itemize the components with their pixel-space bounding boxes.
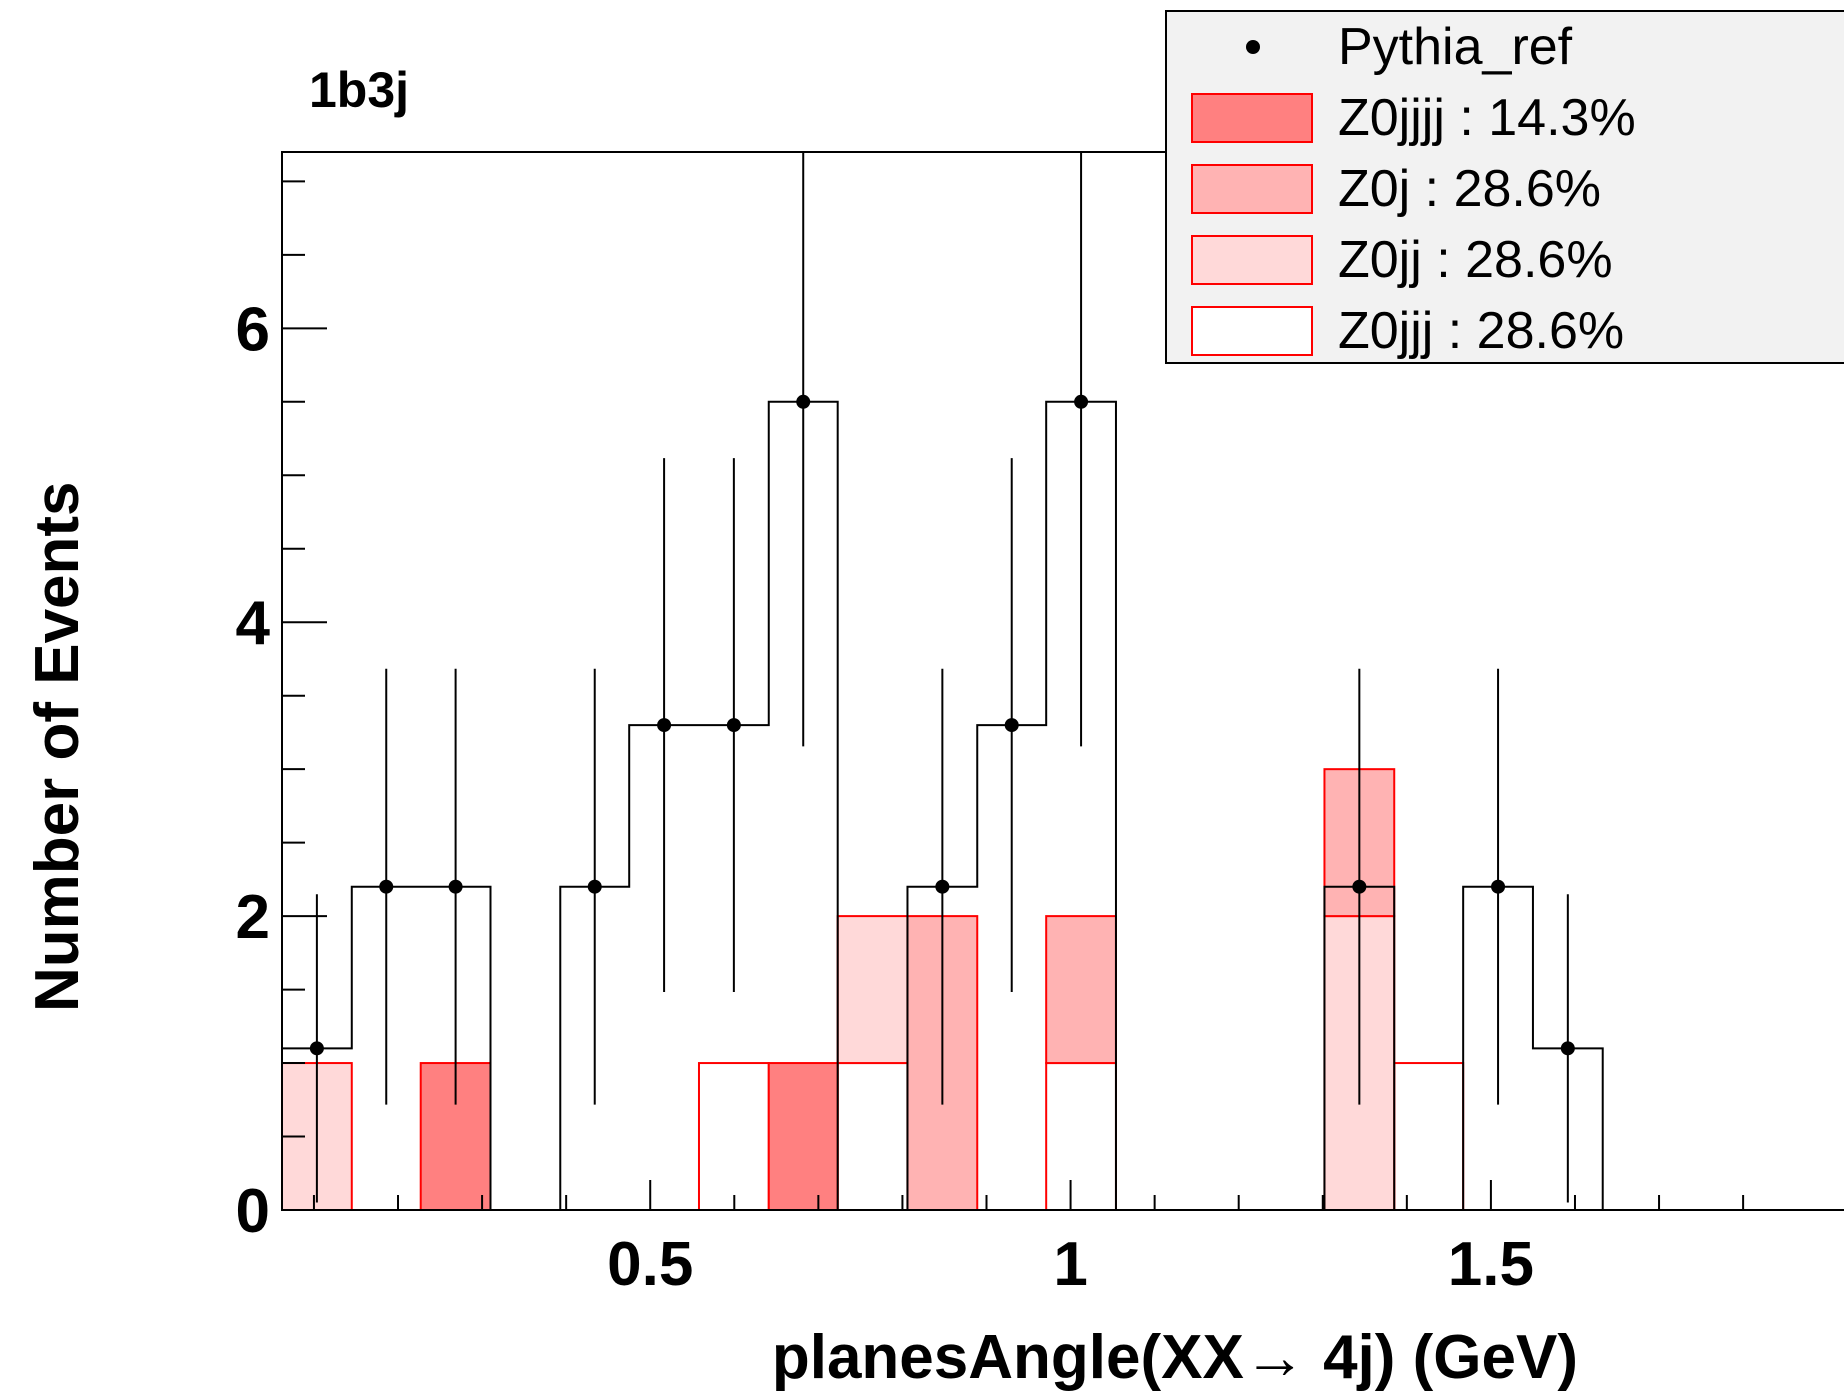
data-point-7 [796,394,811,409]
data-point-17 [1491,879,1506,894]
data-point-2 [448,879,463,894]
plot-frame [281,151,1844,1211]
bar-z0jj-8 [836,915,909,1065]
y-tick-label: 2 [236,883,270,952]
x-tick-label: 1.5 [1448,1230,1534,1299]
legend-swatch-z0j [1191,164,1313,214]
legend-label: Z0jjj : 28.6% [1338,302,1624,360]
legend-swatch-z0jjj [1191,306,1313,356]
y-tick-label: 4 [236,589,271,658]
x-tick-label: 0.5 [607,1230,693,1299]
data-point-1 [379,879,394,894]
x-tick-label: 1 [1053,1230,1087,1299]
legend: Pythia_ref Z0jjjj : 14.3% Z0j : 28.6% Z0jj … [1165,10,1844,364]
y-axis-label: Number of Events [23,481,92,1012]
bar-z0jjj-16 [1393,1062,1465,1211]
bar-z0jjj-6 [697,1062,770,1211]
data-error-bars [309,152,1575,1203]
data-point-18 [1560,1041,1575,1056]
data-point-4 [587,879,602,894]
bar-z0jjj-8 [836,1062,909,1211]
legend-marker-pythia_ref [1246,40,1260,54]
axes: 0.5 1 1.5 0 2 4 6 [236,151,1844,1299]
y-tick-label: 6 [236,295,270,364]
legend-label: Z0jj : 28.6% [1338,231,1613,289]
data-point-11 [1074,394,1089,409]
data-point-5 [657,718,672,733]
data-point-6 [726,718,741,733]
bar-z0jjjj-7 [767,1062,839,1211]
data-point-10 [1004,718,1019,733]
bar-z0j-11 [1045,915,1117,1065]
y-tick-label: 0 [236,1177,270,1246]
legend-label: Z0j : 28.6% [1338,160,1601,218]
legend-label: Pythia_ref [1338,18,1573,76]
data-point-0 [309,1041,324,1056]
legend-swatch-z0jj [1191,235,1313,285]
legend-label: Z0jjjj : 14.3% [1338,89,1636,147]
chart-title: 1b3j [309,62,409,118]
bar-z0jjj-11 [1045,1062,1117,1211]
data-point-9 [935,879,950,894]
data-point-15 [1352,879,1367,894]
legend-swatch-z0jjjj [1191,93,1313,143]
x-axis-label: planesAngle(XX→ 4j) (GeV) [772,1323,1578,1392]
